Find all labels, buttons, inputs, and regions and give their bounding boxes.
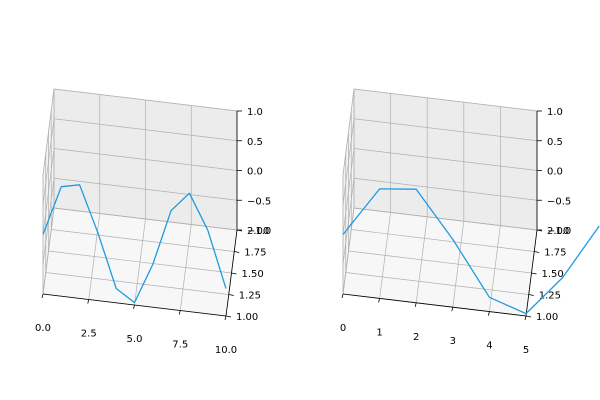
- x-tick: [488, 311, 490, 316]
- grid-line: [342, 88, 355, 176]
- y-tick-label: 2.00: [547, 226, 569, 237]
- x-tick-label: 0: [340, 323, 346, 334]
- grid-line: [42, 88, 55, 176]
- grid-line: [45, 272, 229, 295]
- series-line: [342, 188, 600, 315]
- x-axis-line: [342, 293, 527, 317]
- y-tick-label: 1.25: [239, 291, 261, 302]
- y-tick-label: 1.50: [542, 269, 564, 280]
- x-tick-label: 2: [413, 332, 419, 343]
- z-tick-label: 0.0: [247, 167, 263, 178]
- z-tick-label: −1.0: [247, 226, 271, 237]
- x-tick: [524, 315, 527, 321]
- x-tick: [414, 302, 417, 307]
- grid-line: [345, 272, 529, 295]
- y-tick: [225, 315, 232, 318]
- grid-line: [342, 148, 355, 235]
- y-tick: [534, 251, 540, 253]
- z-tick-label: −0.5: [547, 196, 571, 207]
- grid-line: [53, 118, 238, 142]
- y-tick: [528, 294, 534, 296]
- y-tick: [231, 272, 237, 275]
- x-tick-label: 7.5: [172, 340, 188, 351]
- x-tick: [224, 315, 227, 321]
- y-tick: [228, 294, 234, 296]
- x-tick: [87, 299, 90, 304]
- y-tick: [531, 272, 537, 275]
- grid-line: [342, 178, 355, 265]
- z-tick-label: 0.5: [247, 137, 263, 148]
- grid-line: [42, 207, 55, 295]
- grid-line: [342, 118, 355, 205]
- y-tick-label: 1.00: [236, 312, 258, 323]
- grid-line: [53, 148, 238, 171]
- chart-right: 0 1 2 3 4 5 1.00 1.25 1.50 1.75 2.00−1.0 −0.5 0.0 0.5…: [340, 88, 600, 356]
- y-tick: [234, 251, 240, 253]
- x-tick: [178, 310, 181, 315]
- x-tick-label: 10.0: [215, 345, 237, 356]
- series-line: [42, 184, 227, 304]
- x-tick-label: 3: [450, 336, 456, 347]
- grid-line: [353, 148, 538, 171]
- x-tick-label: 5.0: [127, 334, 143, 345]
- x-tick: [341, 293, 344, 299]
- y-tick-label: 1.75: [544, 248, 566, 259]
- grid-line: [42, 148, 55, 235]
- grid-line: [51, 229, 235, 252]
- y-tick-label: 1.75: [244, 248, 266, 259]
- grid-line: [353, 207, 538, 231]
- x-tick-label: 0.0: [35, 323, 51, 334]
- y-tick-label: 1.50: [242, 269, 264, 280]
- z-tick-label: −1.0: [547, 226, 571, 237]
- z-tick-label: 0.0: [547, 167, 563, 178]
- x-tick-label: 2.5: [81, 329, 97, 340]
- grid-line: [42, 118, 55, 205]
- x-tick: [133, 304, 135, 310]
- x-tick: [41, 293, 44, 299]
- x-tick: [378, 298, 380, 303]
- z-tick-label: 0.5: [547, 137, 563, 148]
- chart-left: 0.0 2.5 5.0 7.5 10.0 1.00 1.25 1.50 1.75 2.00−1.0…: [35, 88, 271, 356]
- grid-line: [348, 250, 532, 274]
- grid-line: [353, 177, 538, 201]
- x-tick: [451, 307, 454, 312]
- x-tick-label: 5: [523, 345, 529, 356]
- grid-line: [353, 118, 538, 142]
- z-tick-label: 1.0: [247, 107, 263, 118]
- z-tick-label: −0.5: [247, 196, 271, 207]
- grid-line: [53, 88, 238, 112]
- y-tick-label: 1.25: [539, 291, 561, 302]
- z-tick-label: 1.0: [547, 107, 563, 118]
- grid-line: [53, 177, 238, 201]
- x-tick-label: 4: [486, 341, 492, 352]
- y-tick-label: 2.00: [247, 226, 269, 237]
- x-tick-label: 1: [376, 327, 382, 338]
- y-tick: [525, 315, 532, 318]
- grid-line: [351, 229, 535, 252]
- grid-line: [48, 250, 232, 274]
- grid-line: [353, 88, 538, 112]
- y-tick-label: 1.00: [536, 312, 558, 323]
